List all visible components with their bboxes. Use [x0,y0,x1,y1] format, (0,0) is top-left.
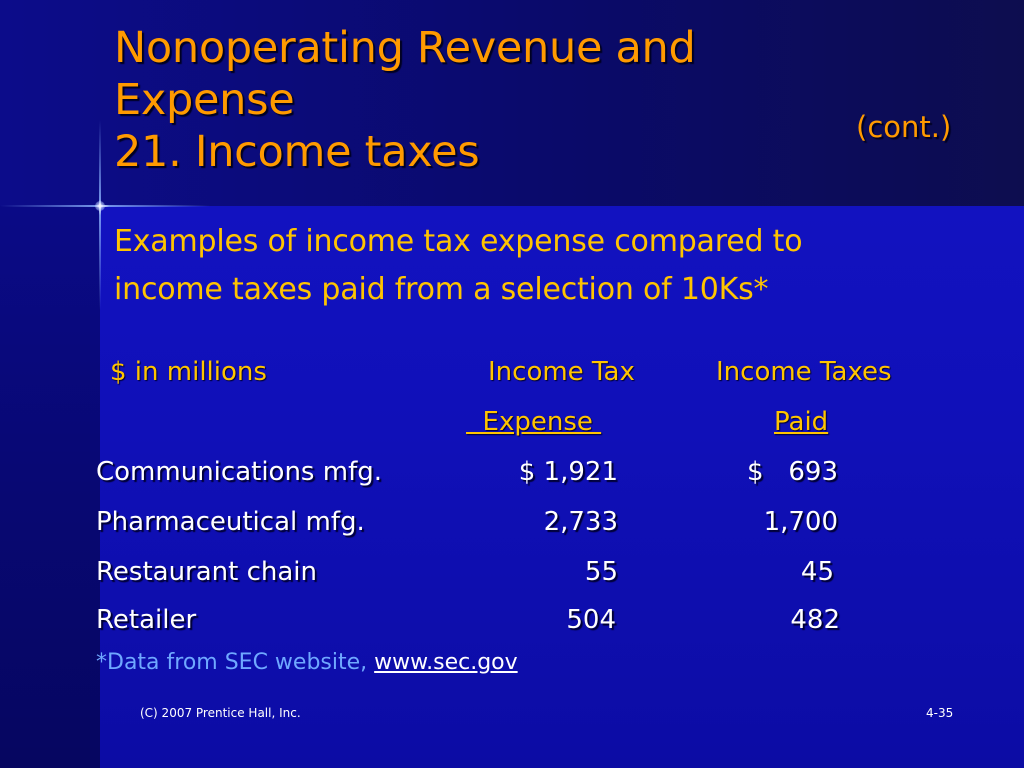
row-paid-restaurant: 45 [800,557,834,587]
slide-subtitle: Examples of income tax expense compared … [114,218,994,314]
sparkle-vertical-decoration [99,120,101,310]
col-expense-header-line-1: Income Tax [488,357,635,387]
row-label-restaurant: Restaurant chain [96,557,318,587]
row-expense-retailer: 504 [566,605,616,635]
row-label-communications: Communications mfg. [96,457,382,487]
slide-title: Nonoperating Revenue and Expense 21. Inc… [114,22,964,178]
row-label-pharmaceutical: Pharmaceutical mfg. [96,507,365,537]
col-paid-header-line-2: Paid [774,407,829,437]
row-paid-retailer: 482 [790,605,840,635]
row-expense-communications: $ 1,921 [518,457,618,487]
units-label: $ in millions [110,357,267,387]
row-expense-pharmaceutical: 2,733 [543,507,618,537]
slide-number: 4-35 [926,706,954,720]
title-line-2: Expense [114,75,295,125]
subtitle-line-1: Examples of income tax expense compared … [114,224,803,259]
title-line-1: Nonoperating Revenue and [114,23,696,73]
subtitle-line-2: income taxes paid from a selection of 10… [114,272,769,307]
col-paid-header-line-1: Income Taxes [716,357,892,387]
title-continued-label: (cont.) [856,110,952,144]
copyright-footer: (C) 2007 Prentice Hall, Inc. [140,706,301,720]
content-background [100,206,1024,768]
row-paid-pharmaceutical: 1,700 [763,507,838,537]
sparkle-horizontal-decoration [0,205,210,207]
title-background [0,0,1024,206]
footnote-text: *Data from SEC website, [96,650,375,675]
col-expense-header-line-2: Expense [466,407,602,437]
sparkle-icon [95,201,105,211]
title-line-3: 21. Income taxes [114,127,480,177]
left-band-background [0,206,100,768]
sec-website-link[interactable]: www.sec.gov [374,650,518,675]
source-footnote: *Data from SEC website, www.sec.gov [96,648,518,678]
row-paid-communications: $ 693 [747,457,838,487]
row-label-retailer: Retailer [96,605,197,635]
row-expense-restaurant: 55 [584,557,618,587]
